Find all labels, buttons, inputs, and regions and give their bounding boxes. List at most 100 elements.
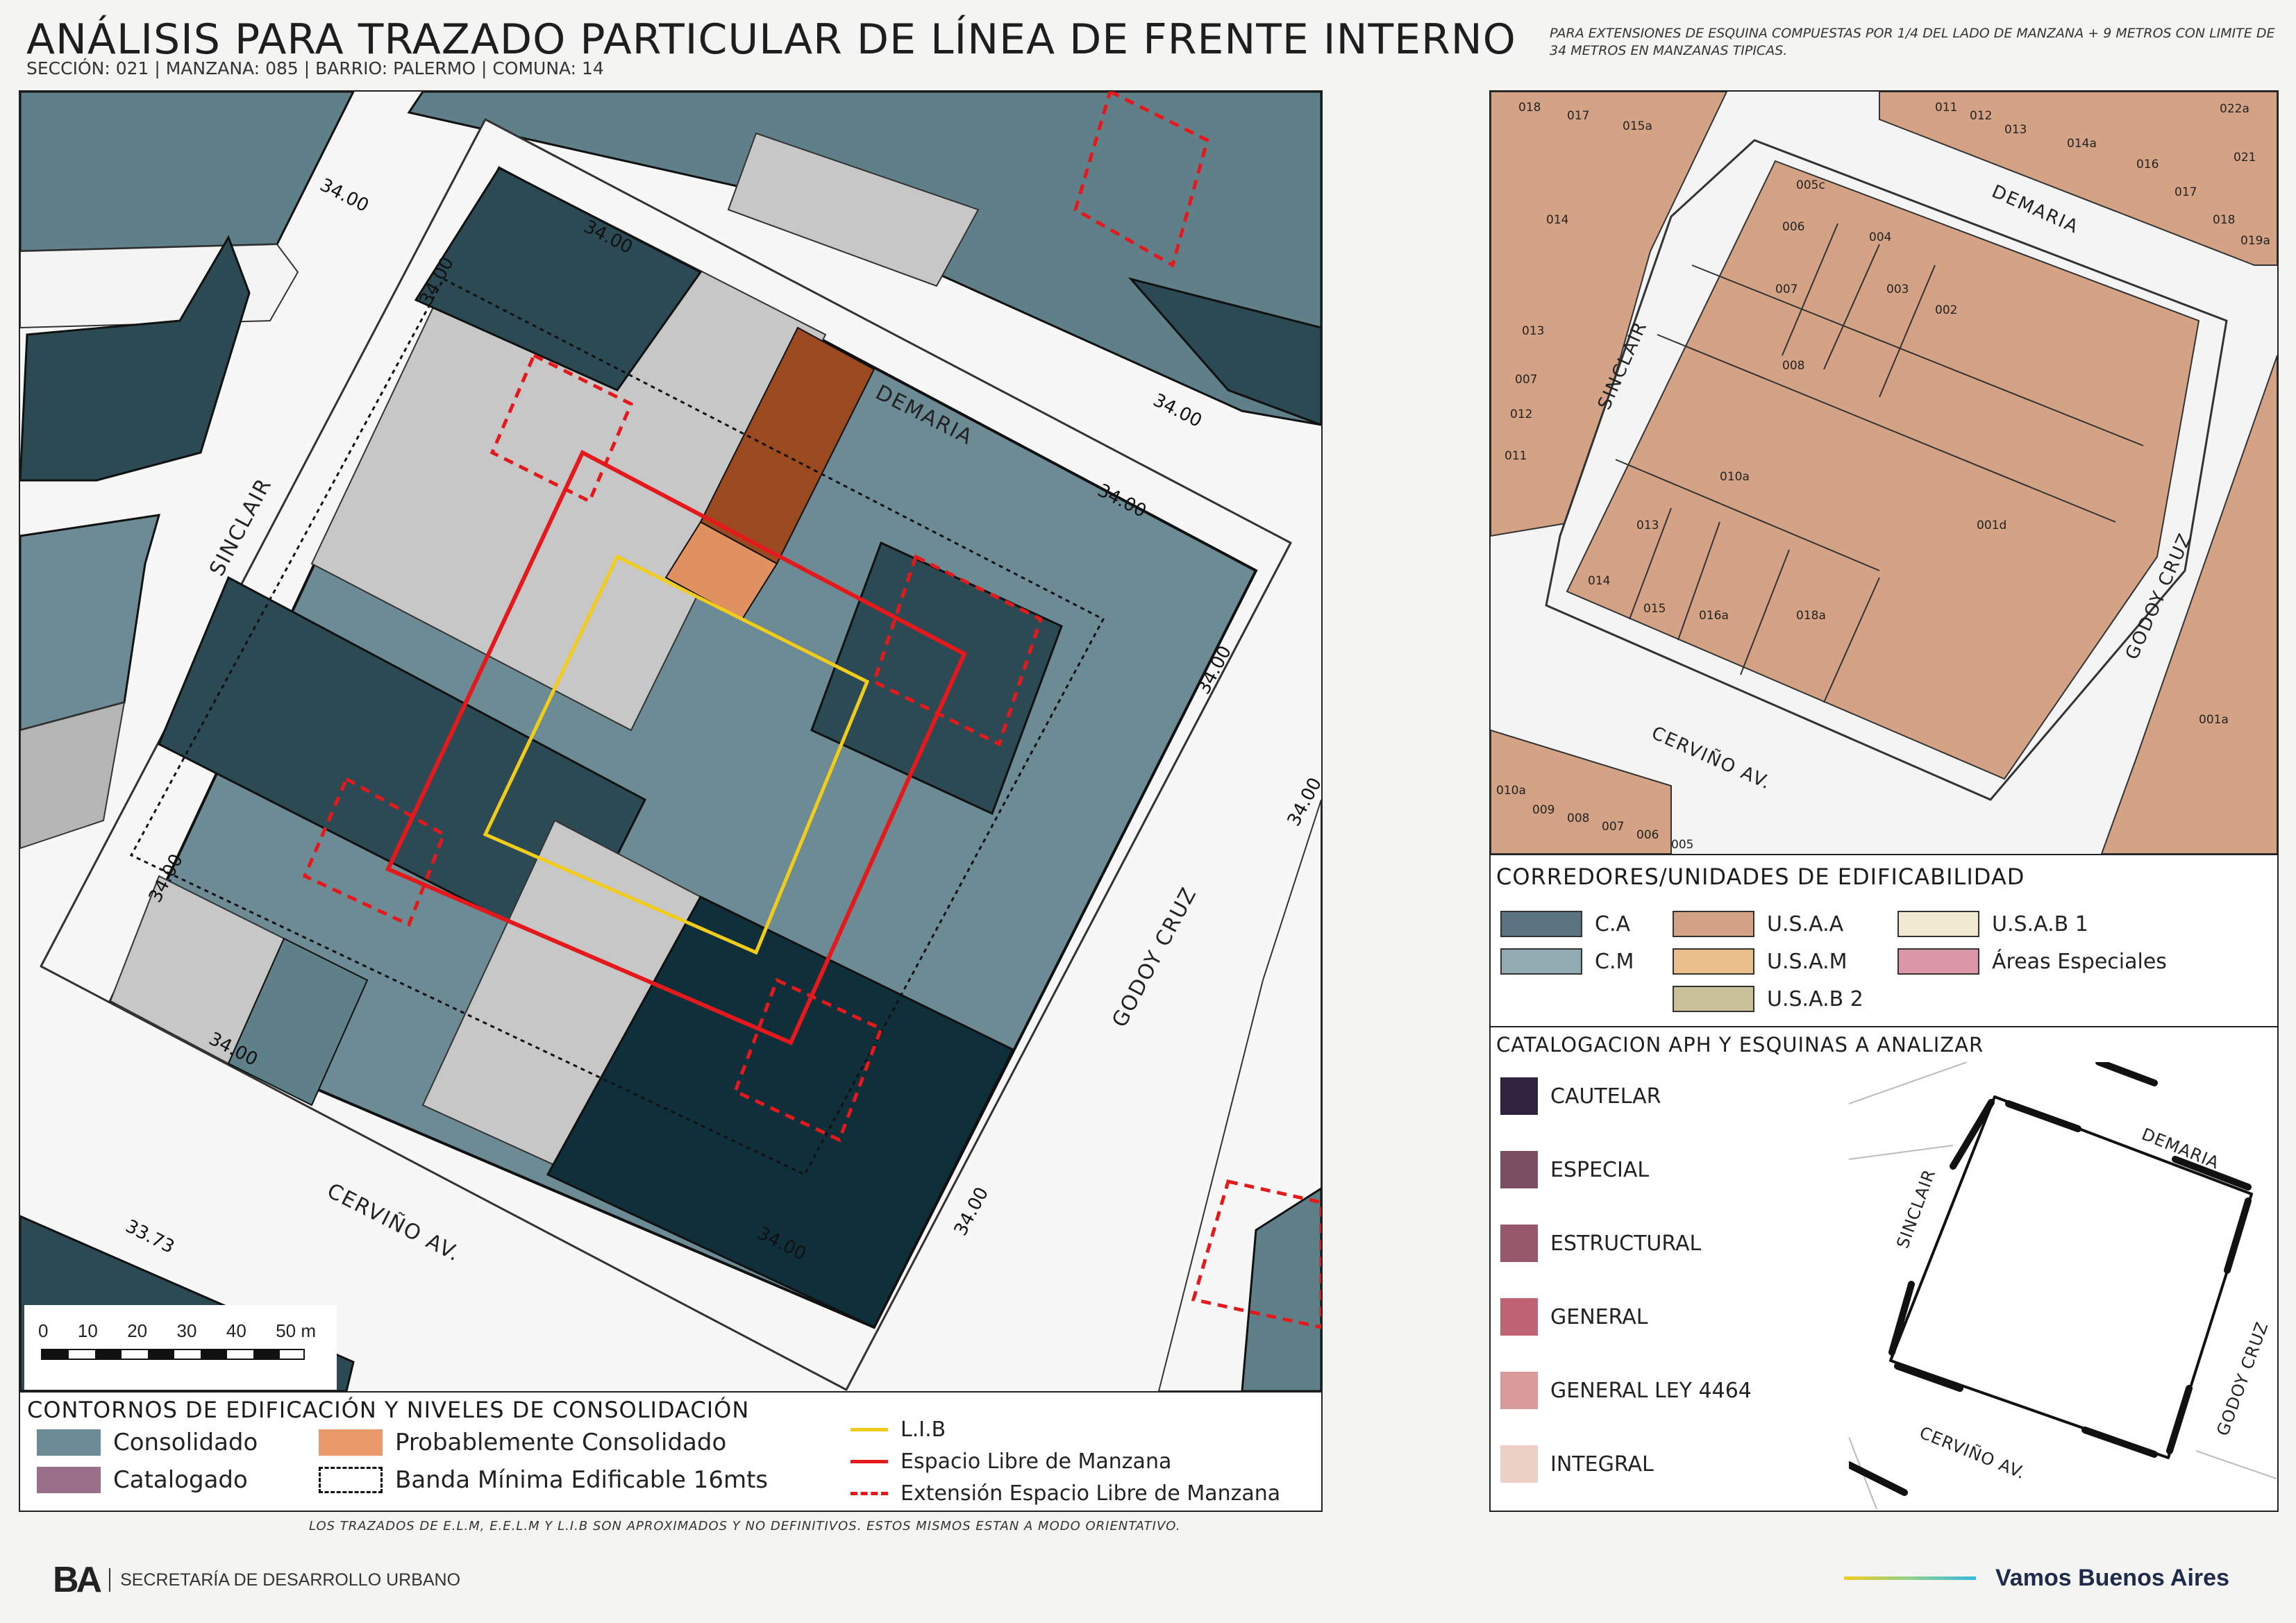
main-block [108,166,1258,1329]
legend-contornos-title: CONTORNOS DE EDIFICACIÓN Y NIVELES DE CO… [27,1397,750,1423]
legend-label: ESTRUCTURAL [1550,1231,1702,1256]
legend-label: GENERAL [1550,1304,1648,1329]
divider [1491,1026,2277,1027]
parcel-label: 018 [2213,213,2235,227]
elm-outline [385,449,967,1045]
legend-line-swatch [850,1492,888,1495]
lib-outline [483,554,870,955]
legend-item: U.S.A.B 1 [1897,911,2088,937]
legend-swatch [1500,911,1582,937]
scale-tick: 0 [38,1320,49,1341]
legend-label: U.S.A.B 2 [1767,986,1863,1011]
parcel-label: 010a [1720,470,1750,484]
parcel-label: 017 [2175,185,2197,199]
mini-street-cervino: CERVIÑO AV. [1917,1422,2029,1483]
parcel-label: 012 [1510,407,1532,421]
legend-swatch [1897,948,1979,975]
parcel-label: 005 [1671,838,1693,852]
legend-item: U.S.A.A [1673,911,1843,937]
corner-mini-map: DEMARIA SINCLAIR GODOY CRUZ CERVIÑO AV. [1845,1059,2277,1510]
legend-contornos: CONTORNOS DE EDIFICACIÓN Y NIVELES DE CO… [19,1393,1323,1512]
scale-tick: 50 m [276,1320,316,1341]
ba-logo: BA [53,1560,102,1600]
legend-swatch [1500,1445,1538,1483]
parcel-label: 014 [1546,213,1568,227]
parcel-label: 017 [1567,109,1589,123]
legend-item: C.A [1500,911,1630,937]
legend-label: C.A [1595,911,1631,936]
footer-org-name: SECRETARÍA DE DESARROLLO URBANO [120,1570,461,1590]
legend-swatch [37,1429,101,1456]
parcel-label: 019a [2240,234,2270,248]
mini-street-godoy-cruz: GODOY CRUZ [2213,1319,2272,1438]
zoning-map-svg: 018 017 015a 014 013 007 012 011 005c 00… [1490,91,2278,855]
parcel-label: 016 [2136,158,2159,171]
legend-item: INTEGRAL [1500,1445,1654,1483]
legend-swatch [1897,911,1979,937]
legend-label: Consolidado [113,1429,258,1456]
parcel-label: 011 [1935,101,1957,115]
legend-label: U.S.A.A [1767,911,1844,936]
mini-street-sinclair: SINCLAIR [1893,1167,1939,1252]
legend-corredores-title: CORREDORES/UNIDADES DE EDIFICABILIDAD [1496,864,2025,890]
parcel-label: 013 [2004,123,2027,137]
parcel-label: 005c [1796,178,1825,192]
legend-line-item: Extensión Espacio Libre de Manzana [850,1481,1280,1506]
top-note: PARA EXTENSIONES DE ESQUINA COMPUESTAS P… [1550,26,2275,58]
legend-item: GENERAL LEY 4464 [1500,1372,1752,1409]
banda-minima-outline [129,277,1105,1176]
legend-swatch [1673,911,1754,937]
legend-label: Probablemente Consolidado [395,1429,727,1456]
parcel-label: 018 [1518,101,1541,115]
parcel-label: 014 [1588,574,1610,588]
parcel-label: 002 [1935,303,1957,317]
main-map[interactable]: DEMARIA SINCLAIR GODOY CRUZ CERVIÑO AV. … [19,89,1326,1393]
slogan-text: Vamos Buenos Aires [1995,1565,2229,1591]
legend-label: CAUTELAR [1550,1084,1661,1109]
parcel-label: 004 [1869,230,1891,244]
main-map-svg: DEMARIA SINCLAIR GODOY CRUZ CERVIÑO AV. … [19,89,1326,1393]
legend-swatch [1500,1225,1538,1262]
legend-label: L.I.B [900,1418,946,1442]
legend-line-swatch [850,1428,888,1431]
parcel-label: 012 [1970,109,1992,123]
legend-item: GENERAL [1500,1298,1648,1336]
legend-label: C.M [1595,949,1634,974]
zoning-map[interactable]: 018 017 015a 014 013 007 012 011 005c 00… [1489,90,2279,855]
legend-label: Espacio Libre de Manzana [900,1449,1172,1474]
legend-item: ESPECIAL [1500,1151,1649,1188]
parcel-label: 015a [1623,119,1652,133]
legend-item: ESTRUCTURAL [1500,1225,1701,1262]
legend-item: CAUTELAR [1500,1077,1661,1115]
legend-item: Banda Mínima Edificable 16mts [319,1466,768,1494]
legend-label: Extensión Espacio Libre de Manzana [900,1481,1281,1506]
parcel-label: 008 [1567,812,1589,825]
page-title: ANÁLISIS PARA TRAZADO PARTICULAR DE LÍNE… [26,15,1516,64]
legend-label: Catalogado [113,1466,248,1494]
parcel-label: 021 [2234,151,2256,165]
legend-item: Áreas Especiales [1897,948,2167,975]
legend-item: Catalogado [37,1466,248,1494]
page-subtitle: SECCIÓN: 021 | MANZANA: 085 | BARRIO: PA… [26,58,604,78]
parcel-label: 022a [2220,102,2249,116]
parcel-label: 007 [1515,373,1537,387]
legend-swatch [1500,948,1582,975]
parcel-label: 015 [1643,602,1666,616]
corner-mini-map-svg: DEMARIA SINCLAIR GODOY CRUZ CERVIÑO AV. [1845,1059,2277,1510]
legend-item: C.M [1500,948,1634,975]
legend-item: Probablemente Consolidado [319,1429,726,1456]
legend-swatch [1500,1077,1538,1115]
legend-line-swatch [850,1460,888,1463]
parcel-label: 014a [2067,137,2097,151]
legend-catalogacion-title: CATALOGACION APH Y ESQUINAS A ANALIZAR [1496,1033,1984,1057]
legend-item: U.S.A.M [1673,948,1847,975]
parcel-label: 001d [1977,519,2006,532]
legend-label: INTEGRAL [1550,1452,1654,1477]
legend-swatch [1500,1372,1538,1409]
legend-label: Banda Mínima Edificable 16mts [395,1466,769,1494]
legend-item: Consolidado [37,1429,258,1456]
parcel-label: 016a [1699,609,1729,623]
footer-disclaimer: LOS TRAZADOS DE E.L.M, E.E.L.M Y L.I.B S… [309,1519,1181,1533]
legend-swatch [319,1429,383,1456]
parcel-label: 013 [1522,324,1544,338]
